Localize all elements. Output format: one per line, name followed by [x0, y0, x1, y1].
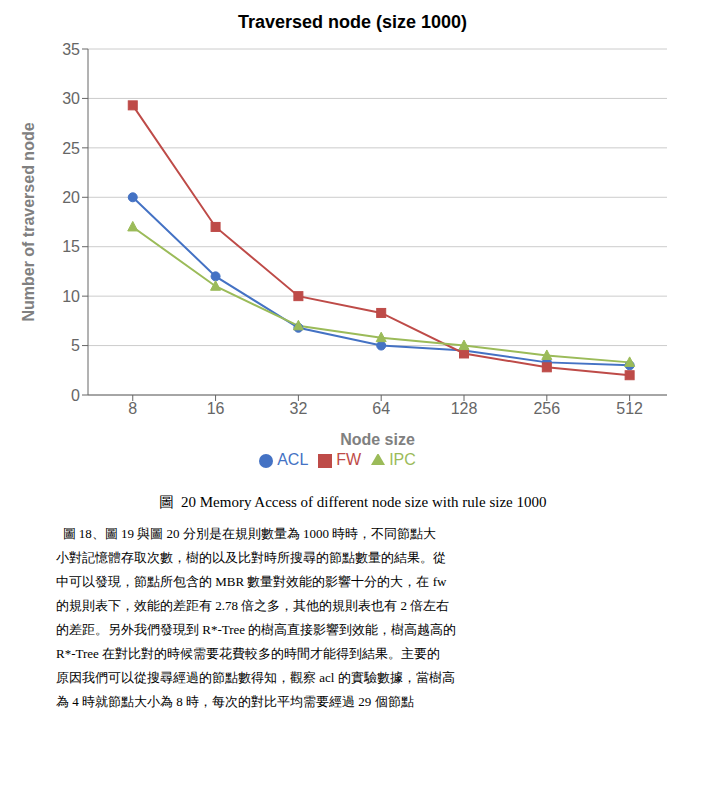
svg-text:30: 30: [62, 90, 80, 107]
html-text:的差距。另外我們發現到 R*-Tree 的樹高直接影響到效能: 的差距。另外我們發現到 R*-Tree 的樹高直接影響到效能，樹高越高的: [56, 622, 457, 637]
html-text:原因我們可以從搜尋經過的節點數得知，觀察 acl 的實驗數據: 原因我們可以從搜尋經過的節點數得知，觀察 acl 的實驗數據，當樹高: [56, 670, 455, 685]
html-text:小對記憶體存取次數，樹的以及比對時所搜尋的節點數量的結果。從: 小對記憶體存取次數，樹的以及比對時所搜尋的節點數量的結果。從: [56, 550, 446, 565]
html-text:Traversed node (size 1000): Traversed node (size 1000): [237, 12, 468, 32]
html-text:ACL: ACL: [277, 451, 309, 468]
html-text:IPC: IPC: [389, 451, 416, 468]
svg-text:64: 64: [372, 400, 390, 417]
html-text:FW: FW: [336, 451, 362, 468]
svg-text:256: 256: [533, 400, 560, 417]
svg-text:20: 20: [62, 189, 80, 206]
svg-text:512: 512: [616, 400, 643, 417]
svg-text:128: 128: [451, 400, 478, 417]
svg-text:10: 10: [62, 288, 80, 305]
svg-text:35: 35: [62, 41, 80, 58]
svg-text:16: 16: [207, 400, 225, 417]
html-text:的規則表下，效能的差距有 2.78 倍之多，其他的規則表也有: 的規則表下，效能的差距有 2.78 倍之多，其他的規則表也有 2 倍左右: [56, 598, 450, 613]
svg-text:Number of traversed node: Number of traversed node: [20, 122, 37, 321]
svg-text:25: 25: [62, 140, 80, 157]
svg-text:15: 15: [62, 238, 80, 255]
html-text:圖 20 Memory Access of differen: 圖 20 Memory Access of different node siz…: [158, 494, 547, 510]
html-text:圖 18、圖 19 與圖 20 分別是在規則數量為 1000: 圖 18、圖 19 與圖 20 分別是在規則數量為 1000 時時，不同節點大: [56, 526, 437, 541]
svg-text:5: 5: [71, 337, 80, 354]
svg-text:8: 8: [128, 400, 137, 417]
html-text:為 4 時就節點大小為 8 時，每次的對比平均需要經過 29: 為 4 時就節點大小為 8 時，每次的對比平均需要經過 29 個節點: [56, 694, 414, 709]
svg-text:0: 0: [71, 387, 80, 404]
html-text:中可以發現，節點所包含的 MBR 數量對效能的影響十分的大，: 中可以發現，節點所包含的 MBR 數量對效能的影響十分的大，在 fw: [56, 574, 447, 589]
svg-text:32: 32: [289, 400, 307, 417]
svg-text:Node size: Node size: [340, 431, 415, 448]
html-text:R*-Tree 在對比對的時候需要花費較多的時間才能得到結果: R*-Tree 在對比對的時候需要花費較多的時間才能得到結果。主要的: [56, 646, 441, 661]
